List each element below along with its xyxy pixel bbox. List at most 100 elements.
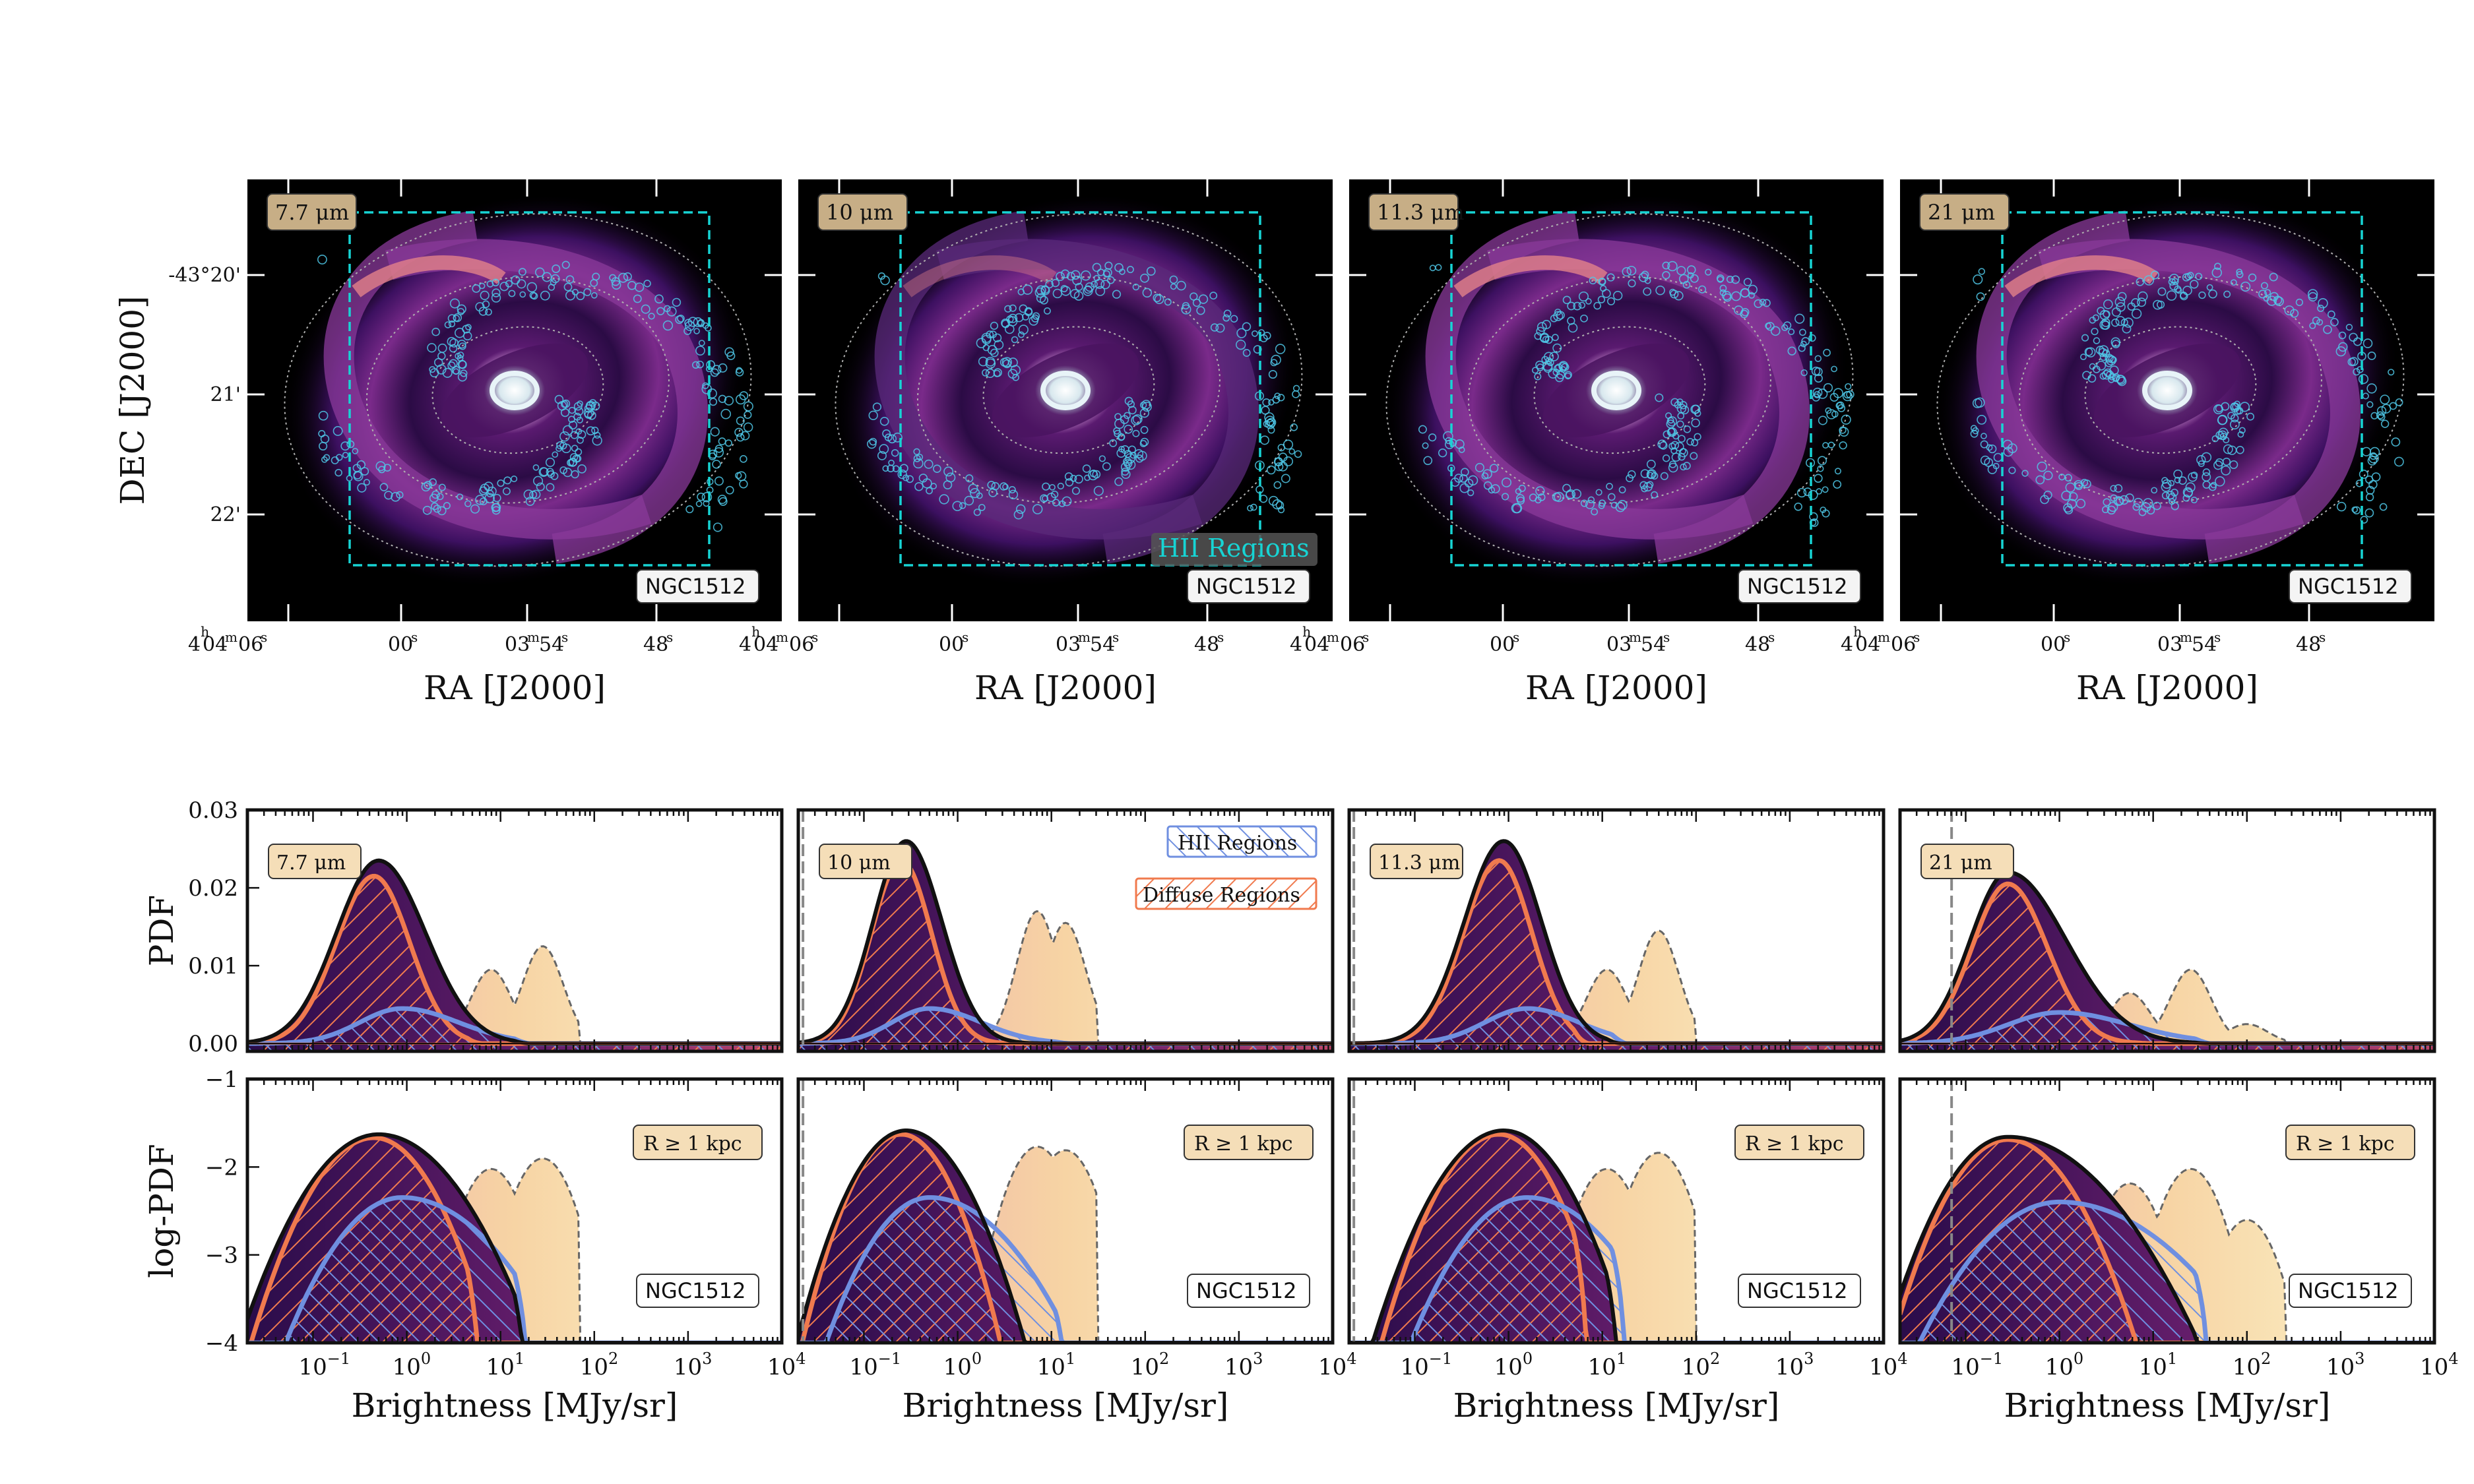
hii-region-circle bbox=[1534, 373, 1542, 381]
hii-region-circle bbox=[1057, 482, 1064, 490]
hii-region-circle bbox=[1809, 512, 1818, 521]
hii-region-circle bbox=[1006, 315, 1014, 323]
hii-region-circle bbox=[1274, 462, 1284, 472]
hii-region-circle bbox=[1587, 496, 1595, 504]
hii-region-circle bbox=[978, 356, 988, 367]
hii-region-circle bbox=[2394, 456, 2404, 467]
hii-region-circle bbox=[985, 358, 996, 369]
band-label: 7.7 μm bbox=[275, 200, 349, 225]
x-tick-label: 103 bbox=[2326, 1349, 2365, 1380]
hii-region-circle bbox=[1132, 429, 1140, 437]
hii-region-circle bbox=[353, 470, 362, 479]
hii-region-circle bbox=[2074, 479, 2083, 489]
hii-region-circle bbox=[2195, 272, 2203, 280]
hii-region-circle bbox=[2008, 466, 2016, 474]
hii-region-circle bbox=[1515, 488, 1522, 495]
hii-region-circle bbox=[2358, 374, 2369, 385]
hii-region-circle bbox=[2395, 398, 2403, 406]
hii-region-circle bbox=[959, 502, 967, 509]
hii-region-circle bbox=[623, 272, 632, 281]
hii-region-circle bbox=[1153, 294, 1162, 303]
nuclear-ring bbox=[2142, 371, 2192, 410]
hii-region-circle bbox=[1537, 322, 1547, 332]
ra-tick-label: 00 bbox=[1490, 633, 1515, 656]
hii-region-circle bbox=[739, 479, 748, 489]
hii-region-circle bbox=[1970, 429, 1979, 438]
hii-region-circle bbox=[1987, 464, 1998, 474]
hii-region-circle bbox=[2336, 501, 2347, 512]
hii-region-circle bbox=[2171, 278, 2179, 286]
hii-region-circle bbox=[2289, 309, 2299, 318]
hii-region-circle bbox=[986, 330, 994, 339]
hii-region-circle bbox=[1759, 298, 1767, 306]
x-ticks bbox=[246, 810, 783, 1051]
hii-region-circle bbox=[1676, 420, 1684, 428]
hii-region-circle bbox=[706, 360, 716, 369]
hii-region-circle bbox=[1644, 277, 1651, 284]
hii-region-circle bbox=[2103, 368, 2112, 377]
hii-region-circle bbox=[529, 292, 537, 299]
hii-region-circle bbox=[2137, 297, 2147, 307]
x-tick-label: 102 bbox=[1131, 1349, 1170, 1380]
analysis-region-box bbox=[348, 211, 711, 567]
hii-region-circle bbox=[872, 402, 882, 412]
hii-region-circle bbox=[1670, 290, 1679, 299]
hii-region-circle bbox=[1488, 486, 1496, 494]
hii-region-circle bbox=[1667, 261, 1678, 272]
hii-region-circle bbox=[1839, 441, 1847, 450]
hii-region-circle bbox=[1490, 484, 1500, 494]
hii-region-circle bbox=[882, 465, 889, 472]
ra-tick-label: 54 bbox=[539, 633, 564, 656]
hii-region-circle bbox=[1535, 497, 1542, 504]
hii-region-circle bbox=[2136, 278, 2145, 286]
hii-region-circle bbox=[1617, 500, 1628, 510]
hii-region-circle bbox=[1826, 409, 1837, 419]
hii-region-circle bbox=[2236, 270, 2244, 278]
hii-region-circle bbox=[486, 280, 494, 288]
hii-region-circle bbox=[2211, 267, 2223, 278]
hii-region-circle bbox=[1743, 278, 1752, 286]
hii-region-circle bbox=[1264, 412, 1275, 423]
hii-region-circle bbox=[880, 275, 890, 286]
hii-region-circle bbox=[1139, 401, 1147, 409]
hii-region-circle bbox=[2182, 494, 2190, 502]
hii-region-circle bbox=[1723, 293, 1732, 302]
hii-region-circle bbox=[1600, 285, 1607, 292]
hii-region-circle bbox=[1004, 305, 1012, 313]
hii-region-circle bbox=[2110, 356, 2117, 363]
hii-region-circle bbox=[1808, 334, 1816, 342]
hii-region-circle bbox=[565, 275, 575, 284]
hii-region-circle bbox=[1578, 301, 1586, 309]
hii-region-circle bbox=[1552, 343, 1562, 353]
hii-region-circle bbox=[585, 400, 596, 411]
hii-region-circle bbox=[891, 448, 899, 457]
hii-region-circle bbox=[1272, 499, 1283, 510]
panel-frame bbox=[245, 1077, 784, 1345]
hii-region-circle bbox=[2239, 402, 2250, 412]
log-y-tick-label: −1 bbox=[205, 1067, 238, 1093]
hii-region-circle bbox=[1606, 273, 1615, 282]
hii-region-circle bbox=[2198, 460, 2205, 468]
panel-frame bbox=[1347, 808, 1886, 1053]
diffuse-line bbox=[1900, 1137, 2434, 1343]
ra-tick-label: s bbox=[1663, 629, 1670, 645]
hii-region-circle bbox=[502, 487, 511, 495]
band-label-box bbox=[1370, 844, 1463, 879]
hii-line bbox=[798, 1195, 1333, 1343]
hii-region-circle bbox=[913, 454, 921, 462]
hii-region-circle bbox=[563, 282, 573, 292]
hii-region-circle bbox=[2093, 337, 2101, 344]
galaxy-label: NGC1512 bbox=[2298, 574, 2399, 599]
hii-region-circle bbox=[1798, 344, 1806, 352]
hii-region-circle bbox=[1580, 314, 1588, 323]
region-label: R ≥ 1 kpc bbox=[643, 1132, 742, 1156]
hii-region-circle bbox=[612, 280, 621, 290]
hii-region-circle bbox=[1822, 442, 1829, 449]
hii-region-circle bbox=[2360, 516, 2368, 524]
hii-region-circle bbox=[1222, 314, 1230, 322]
hii-region-circle bbox=[2098, 348, 2108, 357]
x-tick-label: 100 bbox=[943, 1349, 982, 1380]
band-label: 11.3 μm bbox=[1377, 200, 1465, 225]
hii-region-circle bbox=[1606, 483, 1613, 490]
hii-region-circle bbox=[2190, 280, 2199, 289]
